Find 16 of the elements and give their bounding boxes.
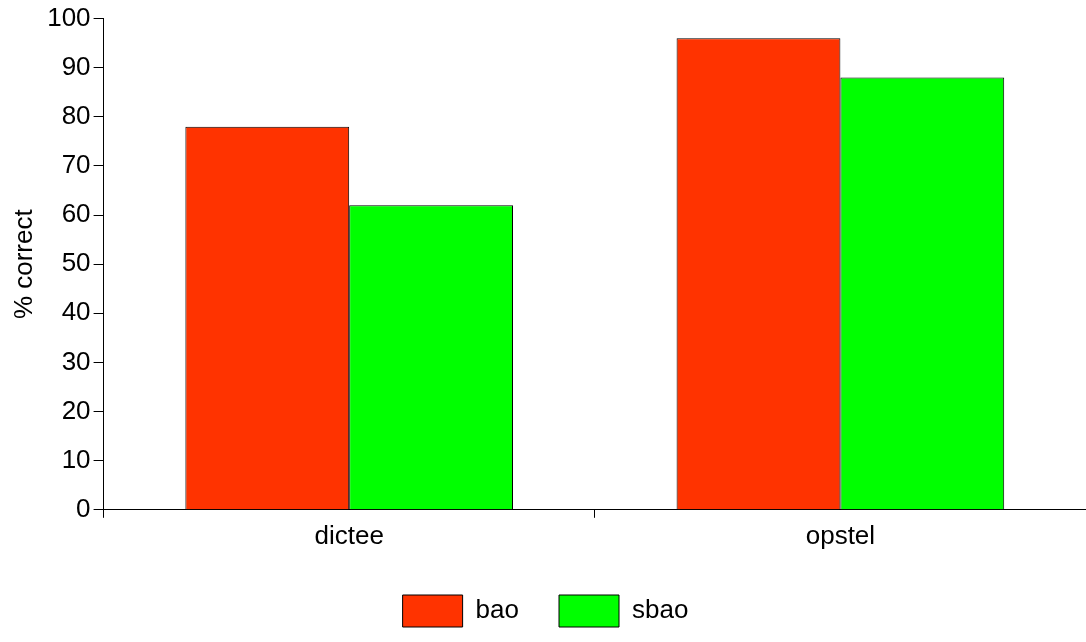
legend-label: bao — [475, 594, 520, 625]
y-tick-label: 20 — [61, 394, 91, 425]
y-tick-label: 80 — [61, 100, 91, 131]
y-tick-label: 60 — [61, 198, 91, 229]
x-tick-label: dictee — [314, 519, 384, 550]
y-tick-label: 70 — [61, 149, 91, 180]
y-tick-label: 30 — [61, 345, 91, 376]
legend-label: sbao — [632, 594, 689, 625]
y-tick-label: 50 — [61, 247, 91, 278]
y-tick-label: 0 — [76, 492, 91, 523]
y-tick-label: 100 — [47, 1, 91, 32]
y-axis-title: % correct — [7, 208, 38, 320]
y-tick-label: 90 — [61, 50, 91, 81]
y-tick-label: 10 — [61, 443, 91, 474]
y-tick-label: 40 — [61, 296, 91, 327]
x-tick-label: opstel — [805, 519, 876, 550]
